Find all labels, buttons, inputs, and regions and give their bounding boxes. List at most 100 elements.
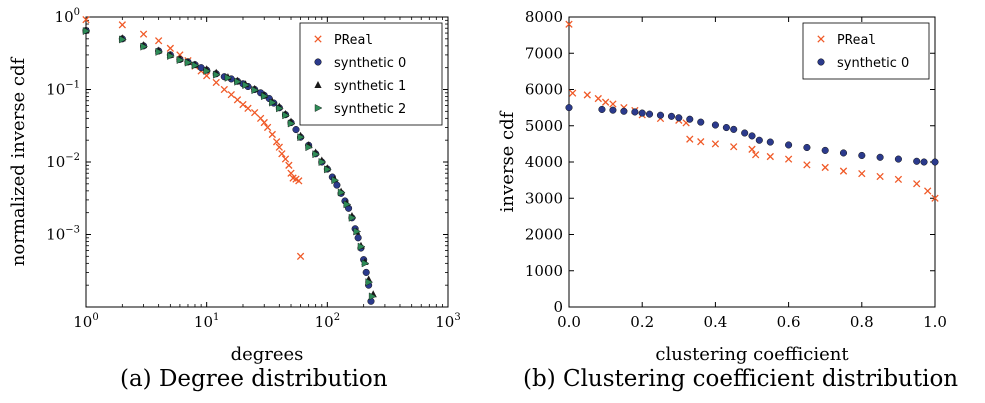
caption-clustering-coefficient-distribution: (b) Clustering coefficient distribution	[523, 366, 959, 392]
data-point	[697, 138, 705, 146]
legend: PReal synthetic 0	[802, 22, 930, 80]
data-point	[343, 200, 352, 209]
data-point	[275, 143, 283, 151]
data-point	[803, 143, 811, 152]
y-tick-label: 4000	[525, 153, 563, 171]
legend-label: synthetic 1	[334, 79, 406, 94]
data-point	[924, 187, 932, 195]
data-point	[119, 35, 127, 44]
data-point	[260, 118, 268, 127]
x-tick-label: 100	[73, 312, 98, 331]
x-tick-label: 1.0	[923, 313, 947, 331]
data-point	[213, 70, 221, 79]
data-point	[272, 138, 281, 146]
data-point	[748, 145, 756, 153]
legend-box	[802, 22, 930, 80]
data-point	[139, 30, 148, 38]
x-axis-label: clustering coefficient	[655, 344, 849, 365]
x-tick-label: 103	[435, 312, 460, 331]
data-point	[858, 169, 866, 178]
legend: PReal synthetic 0 synthetic 1 synthetic 2	[299, 22, 443, 126]
y-tick-label: 2000	[525, 226, 563, 244]
data-point	[331, 176, 340, 185]
data-point	[333, 181, 341, 189]
y-tick-label: 8000	[525, 8, 563, 26]
data-point	[287, 169, 295, 177]
data-point	[913, 157, 921, 165]
legend-label: PReal	[334, 33, 373, 48]
data-point	[631, 108, 639, 116]
legend-label: synthetic 0	[837, 56, 909, 71]
data-point	[638, 109, 646, 117]
data-point	[305, 143, 314, 152]
data-point	[244, 104, 252, 112]
data-point	[894, 155, 902, 163]
data-point	[324, 165, 332, 174]
data-point	[354, 234, 362, 242]
legend-marker	[817, 35, 825, 43]
data-point	[876, 172, 884, 181]
legend-marker	[817, 58, 825, 66]
data-point	[166, 44, 175, 52]
x-tick-label: 0.4	[703, 313, 727, 331]
data-point	[686, 135, 694, 143]
data-point	[220, 85, 228, 94]
data-point	[803, 161, 811, 169]
y-tick-label: 0	[553, 298, 563, 316]
x-tick-label: 102	[315, 312, 340, 331]
data-point	[297, 133, 306, 142]
legend-label: PReal	[837, 33, 876, 48]
legend-marker	[314, 35, 322, 43]
data-point	[876, 153, 884, 161]
data-point	[711, 140, 720, 148]
data-point	[601, 98, 610, 106]
data-point	[722, 124, 730, 132]
data-point	[251, 108, 259, 117]
data-point	[167, 52, 175, 60]
data-point	[312, 150, 321, 159]
data-point	[675, 114, 683, 122]
data-point	[565, 104, 573, 112]
data-point	[140, 42, 149, 51]
data-point	[361, 259, 370, 268]
data-point	[569, 89, 577, 97]
legend-label: synthetic 0	[334, 56, 406, 71]
data-point	[191, 61, 200, 70]
data-point	[242, 81, 250, 90]
y-tick-label: 100	[55, 7, 80, 26]
axis-ticks: 100 101 102 103 10−3 10−2 10−1 100	[46, 7, 461, 331]
data-point	[730, 143, 738, 151]
data-point	[357, 242, 366, 251]
data-point	[353, 227, 362, 236]
data-point	[755, 136, 763, 144]
data-point	[337, 188, 346, 197]
data-point	[292, 126, 300, 134]
legend-box	[299, 22, 443, 126]
data-point	[686, 115, 694, 123]
data-point	[296, 252, 305, 260]
data-point	[821, 146, 829, 154]
data-point	[212, 78, 220, 87]
data-point	[368, 292, 377, 301]
data-point	[263, 123, 272, 132]
data-point	[268, 130, 276, 139]
y-tick-label: 5000	[525, 117, 563, 135]
data-point	[711, 121, 719, 129]
data-point	[839, 167, 848, 175]
x-tick-label: 101	[194, 312, 219, 331]
data-point	[609, 106, 617, 114]
data-marks	[82, 15, 377, 305]
data-point	[656, 111, 665, 119]
data-point	[752, 151, 760, 159]
x-axis-label: degrees	[231, 344, 304, 365]
data-point	[609, 100, 617, 108]
y-tick-label: 7000	[525, 44, 563, 62]
data-point	[697, 118, 705, 126]
data-point	[931, 194, 939, 202]
y-tick-label: 1000	[525, 262, 563, 280]
data-point	[920, 158, 928, 166]
data-point	[583, 91, 591, 99]
y-axis-label: normalized inverse cdf	[8, 56, 29, 266]
data-marks	[565, 20, 939, 202]
